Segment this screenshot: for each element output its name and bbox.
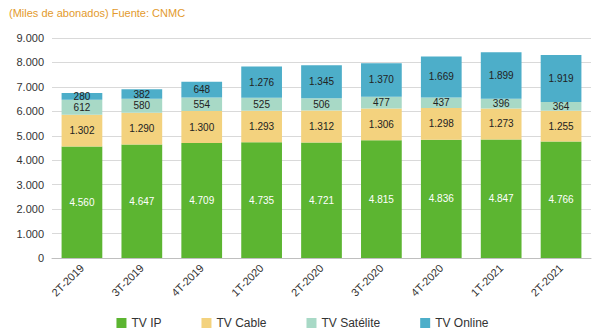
svg-text:8.000: 8.000: [16, 56, 44, 68]
svg-text:4.766: 4.766: [549, 194, 574, 205]
svg-text:1.255: 1.255: [549, 121, 574, 132]
svg-text:1T-2020: 1T-2020: [229, 262, 266, 299]
svg-text:506: 506: [313, 99, 330, 110]
svg-text:1.302: 1.302: [69, 125, 94, 136]
svg-text:4.721: 4.721: [309, 195, 334, 206]
svg-text:364: 364: [553, 101, 570, 112]
svg-text:2T-2021: 2T-2021: [528, 262, 565, 299]
svg-text:1.000: 1.000: [16, 228, 44, 240]
svg-text:1.306: 1.306: [369, 119, 394, 130]
svg-text:(Miles de abonados) Fuente: CN: (Miles de abonados) Fuente: CNMC: [9, 7, 185, 19]
svg-text:6.000: 6.000: [16, 105, 44, 117]
svg-text:3T-2019: 3T-2019: [109, 262, 146, 299]
svg-text:2.000: 2.000: [16, 203, 44, 215]
svg-text:525: 525: [253, 99, 270, 110]
svg-text:TV Online: TV Online: [435, 316, 489, 330]
svg-text:9.000: 9.000: [16, 32, 44, 44]
svg-text:1.300: 1.300: [189, 122, 214, 133]
svg-text:4.847: 4.847: [489, 193, 514, 204]
svg-text:4.709: 4.709: [189, 195, 214, 206]
svg-text:4.735: 4.735: [249, 195, 274, 206]
svg-text:580: 580: [133, 100, 150, 111]
svg-text:4T-2019: 4T-2019: [169, 262, 206, 299]
svg-text:477: 477: [373, 97, 390, 108]
svg-text:1.312: 1.312: [309, 121, 334, 132]
svg-text:5.000: 5.000: [16, 130, 44, 142]
svg-text:0: 0: [38, 252, 44, 264]
svg-text:1.298: 1.298: [429, 118, 454, 129]
svg-text:1.669: 1.669: [429, 71, 454, 82]
svg-text:4.560: 4.560: [69, 197, 94, 208]
svg-text:1.345: 1.345: [309, 76, 334, 87]
svg-text:4.647: 4.647: [129, 196, 154, 207]
svg-text:1.276: 1.276: [249, 77, 274, 88]
svg-text:4.815: 4.815: [369, 194, 394, 205]
svg-text:1.293: 1.293: [249, 121, 274, 132]
svg-text:382: 382: [133, 89, 150, 100]
svg-text:3.000: 3.000: [16, 179, 44, 191]
svg-text:612: 612: [74, 102, 91, 113]
svg-text:3T-2020: 3T-2020: [349, 262, 386, 299]
svg-text:1.899: 1.899: [489, 70, 514, 81]
svg-text:TV Satélite: TV Satélite: [321, 316, 380, 330]
svg-text:1.370: 1.370: [369, 74, 394, 85]
svg-text:1.919: 1.919: [549, 73, 574, 84]
svg-text:1T-2021: 1T-2021: [468, 262, 505, 299]
svg-text:TV IP: TV IP: [131, 316, 161, 330]
svg-text:4.836: 4.836: [429, 193, 454, 204]
svg-text:7.000: 7.000: [16, 81, 44, 93]
svg-text:554: 554: [193, 99, 210, 110]
svg-text:4.000: 4.000: [16, 154, 44, 166]
svg-text:2T-2020: 2T-2020: [289, 262, 326, 299]
svg-text:4T-2020: 4T-2020: [409, 262, 446, 299]
svg-text:648: 648: [193, 84, 210, 95]
svg-text:437: 437: [433, 97, 450, 108]
svg-text:2T-2019: 2T-2019: [49, 262, 86, 299]
svg-text:TV Cable: TV Cable: [216, 316, 266, 330]
svg-text:280: 280: [74, 91, 91, 102]
svg-text:396: 396: [493, 98, 510, 109]
svg-text:1.273: 1.273: [489, 118, 514, 129]
svg-text:1.290: 1.290: [129, 123, 154, 134]
